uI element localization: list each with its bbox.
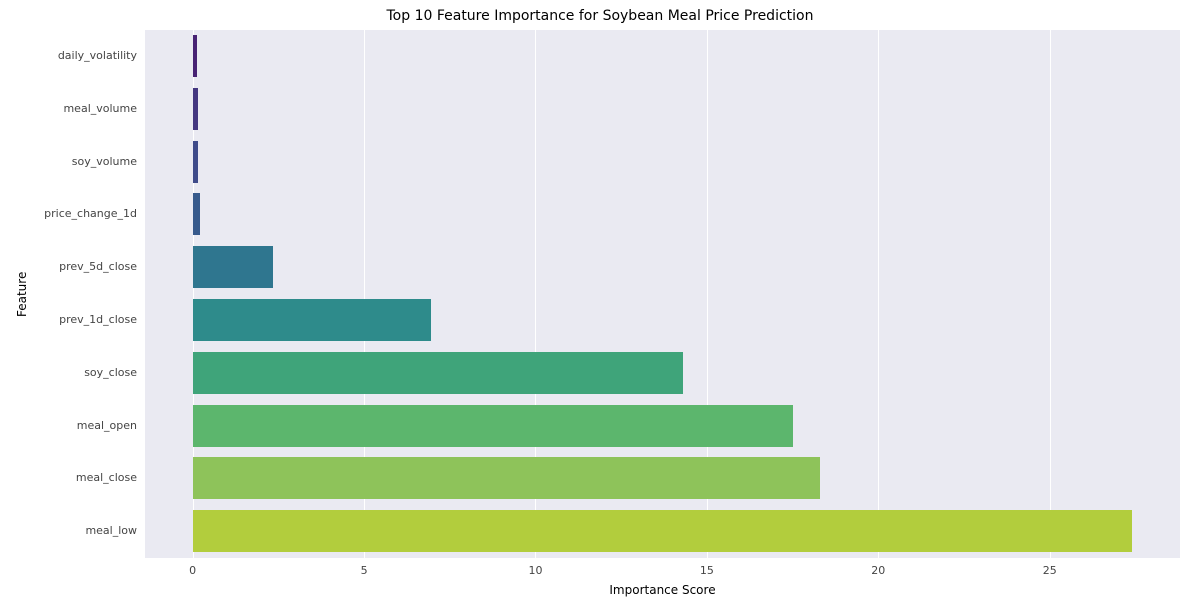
y-tick-label: soy_volume: [17, 155, 137, 168]
y-axis-label: Feature: [15, 272, 29, 317]
x-tick-label: 25: [1030, 564, 1070, 577]
grid-line: [878, 30, 879, 558]
x-tick-label: 10: [515, 564, 555, 577]
y-tick-label: meal_low: [17, 524, 137, 537]
plot-area: [145, 30, 1180, 558]
x-tick-label: 5: [344, 564, 384, 577]
x-tick-label: 20: [858, 564, 898, 577]
x-axis-label: Importance Score: [563, 583, 763, 597]
y-tick-label: daily_volatility: [17, 49, 137, 62]
bar: [193, 457, 820, 499]
y-tick-label: price_change_1d: [17, 207, 137, 220]
figure: Top 10 Feature Importance for Soybean Me…: [0, 0, 1200, 600]
x-tick-label: 0: [173, 564, 213, 577]
grid-line: [1050, 30, 1051, 558]
bar: [193, 352, 683, 394]
bar: [193, 299, 431, 341]
y-tick-label: prev_1d_close: [17, 313, 137, 326]
bar: [193, 246, 274, 288]
y-tick-label: meal_open: [17, 419, 137, 432]
bar: [193, 193, 200, 235]
x-tick-label: 15: [687, 564, 727, 577]
y-tick-label: prev_5d_close: [17, 260, 137, 273]
bar: [193, 88, 198, 130]
y-tick-label: meal_close: [17, 471, 137, 484]
bar: [193, 141, 198, 183]
bar: [193, 510, 1132, 552]
bar: [193, 405, 793, 447]
chart-title: Top 10 Feature Importance for Soybean Me…: [0, 8, 1200, 24]
y-tick-label: meal_volume: [17, 102, 137, 115]
bar: [193, 35, 198, 77]
y-tick-label: soy_close: [17, 366, 137, 379]
